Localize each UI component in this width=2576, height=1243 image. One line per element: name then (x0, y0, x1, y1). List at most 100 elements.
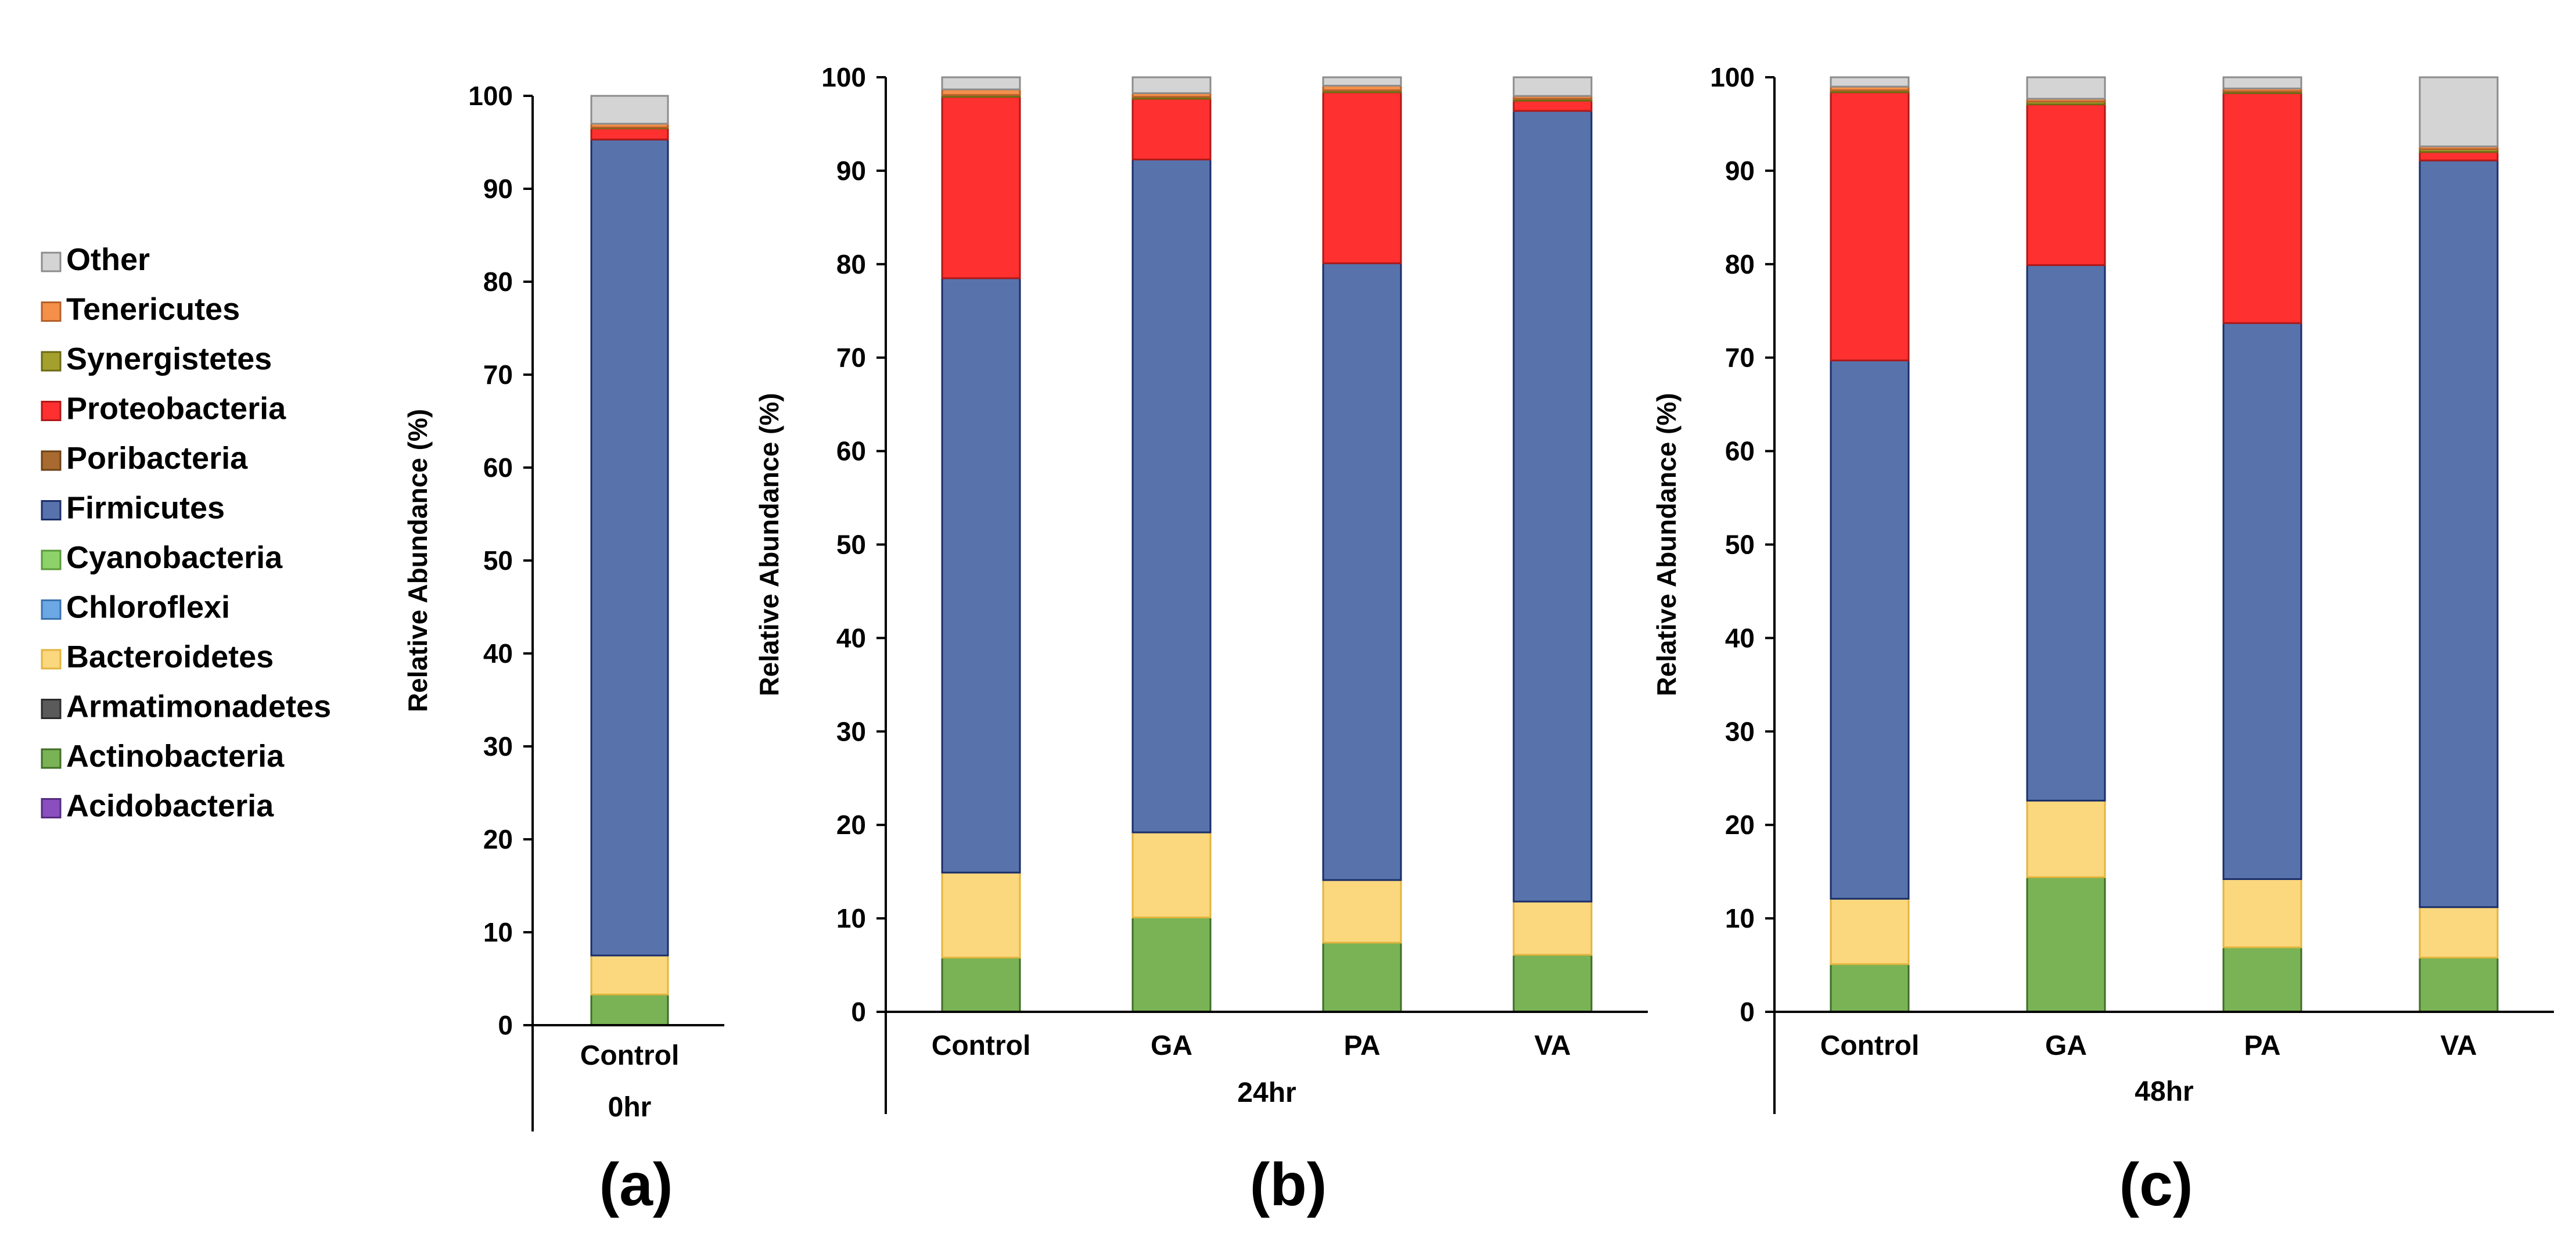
x-category-label: PA (1343, 1030, 1380, 1061)
legend: Other Tenericutes Synergistetes Proteobacte… (41, 242, 331, 824)
legend-swatch-chloroflexi (41, 599, 62, 620)
legend-label: Actinobacteria (66, 739, 285, 774)
y-tick-label: 0 (498, 1010, 513, 1040)
legend-swatch-firmicutes (41, 500, 62, 520)
bar-segment-other (2026, 76, 2106, 100)
x-group-label: 24hr (1237, 1077, 1296, 1108)
x-group-label: 48hr (2135, 1076, 2193, 1107)
y-tick-label: 20 (836, 810, 866, 840)
bar-stack-ga (1131, 76, 1212, 1013)
legend-item-chloroflexi: Chloroflexi (41, 590, 230, 625)
y-tick-label: 10 (1725, 903, 1755, 933)
y-tick-label: 100 (1710, 62, 1755, 92)
bar-segment-actinobacteria (1512, 954, 1593, 1013)
y-tick-label: 60 (836, 436, 866, 466)
bar-segment-bacteroidetes (941, 871, 1021, 959)
legend-item-armatimonadetes: Armatimonadetes (41, 689, 331, 724)
bar-segment-proteobacteria (2222, 92, 2302, 324)
bar-segment-bacteroidetes (1512, 900, 1593, 956)
bar-stack-va (1512, 76, 1593, 1013)
bar-segment-bacteroidetes (1322, 879, 1402, 944)
legend-swatch-bacteroidetes (41, 649, 62, 670)
x-category-label: Control (932, 1030, 1031, 1061)
y-tick-label: 30 (483, 731, 513, 761)
x-group-label: 0hr (608, 1092, 652, 1123)
bar-segment-firmicutes (2026, 264, 2106, 802)
legend-label: Synergistetes (66, 342, 272, 376)
bar-segment-other (1131, 76, 1212, 94)
legend-swatch-other (41, 252, 62, 272)
legend-item-synergistetes: Synergistetes (41, 342, 272, 376)
y-tick-label: 60 (483, 452, 513, 483)
legend-item-proteobacteria: Proteobacteria (41, 391, 286, 426)
x-category-label: GA (2045, 1030, 2087, 1061)
bar-segment-proteobacteria (2026, 103, 2106, 266)
legend-swatch-actinobacteria (41, 748, 62, 769)
legend-swatch-armatimonadetes (41, 699, 62, 719)
y-tick-label: 30 (1725, 716, 1755, 746)
legend-label: Firmicutes (66, 491, 225, 526)
x-category-label: GA (1151, 1030, 1192, 1061)
y-tick-label: 70 (1725, 343, 1755, 373)
bar-stack-pa (2222, 76, 2302, 1013)
chart-panel-a: 0 10 20 30 40 50 60 70 80 90 100 Relative Abundance… (403, 81, 724, 1219)
bar-segment-bacteroidetes (2026, 799, 2106, 878)
bar-segment-proteobacteria (941, 96, 1021, 279)
y-tick-label: 30 (836, 716, 866, 746)
y-tick-label: 80 (836, 249, 866, 279)
legend-item-poribacteria: Poribacteria (41, 441, 248, 476)
panel-label: (b) (1250, 1151, 1327, 1219)
bar-segment-firmicutes (2222, 322, 2302, 881)
bar-stack-va (2419, 76, 2499, 1013)
legend-label: Bacteroidetes (66, 640, 274, 674)
y-tick-label: 20 (1725, 810, 1755, 840)
y-tick-label: 100 (468, 81, 513, 111)
y-tick-label: 50 (483, 545, 513, 576)
bar-stack-control (1830, 76, 1910, 1013)
legend-label: Poribacteria (66, 441, 248, 476)
bar-segment-actinobacteria (2222, 946, 2302, 1013)
legend-item-bacteroidetes: Bacteroidetes (41, 640, 274, 674)
chart-panel-c: 0 10 20 30 40 50 60 70 80 90 100 Relative Abundance… (1651, 62, 2554, 1219)
y-tick-label: 80 (1725, 249, 1755, 279)
legend-label: Chloroflexi (66, 590, 230, 625)
bar-segment-actinobacteria (1830, 963, 1910, 1013)
bar-stack-ga (2026, 76, 2106, 1013)
legend-swatch-poribacteria (41, 450, 62, 471)
legend-label: Cyanobacteria (66, 540, 283, 575)
bar-segment-actinobacteria (2419, 957, 2499, 1013)
bar-segment-other (941, 76, 1021, 91)
bar-segment-proteobacteria (1131, 98, 1212, 161)
chart-panel-b: 0 10 20 30 40 50 60 70 80 90 100 Relative Abundance… (754, 62, 1648, 1219)
y-tick-label: 90 (1725, 156, 1755, 186)
panel-label: (c) (2119, 1151, 2193, 1219)
legend-item-firmicutes: Firmicutes (41, 491, 225, 526)
bar-segment-firmicutes (941, 277, 1021, 874)
legend-label: Tenericutes (66, 292, 240, 327)
bar-segment-other (2222, 76, 2302, 89)
bar-segment-other (2419, 76, 2499, 148)
y-tick-label: 10 (483, 917, 513, 947)
legend-label: Acidobacteria (66, 789, 274, 824)
y-tick-label: 70 (836, 343, 866, 373)
bar-segment-firmicutes (590, 138, 669, 957)
bar-segment-firmicutes (1830, 360, 1910, 900)
legend-label: Proteobacteria (66, 391, 286, 426)
legend-item-tenericutes: Tenericutes (41, 292, 240, 327)
bar-segment-bacteroidetes (2419, 906, 2499, 959)
y-tick-label: 90 (483, 174, 513, 204)
bar-segment-bacteroidetes (590, 954, 669, 996)
bar-segment-other (1322, 76, 1402, 87)
legend-swatch-synergistetes (41, 351, 62, 372)
y-tick-label: 100 (821, 62, 866, 92)
legend-item-acidobacteria: Acidobacteria (41, 789, 274, 824)
legend-label: Armatimonadetes (66, 689, 331, 724)
bar-segment-other (1512, 76, 1593, 97)
x-category-label: PA (2244, 1030, 2280, 1061)
bar-segment-bacteroidetes (1830, 897, 1910, 965)
legend-swatch-cyanobacteria (41, 549, 62, 570)
y-tick-label: 0 (1740, 997, 1755, 1027)
y-tick-label: 60 (1725, 436, 1755, 466)
bar-segment-other (590, 95, 669, 125)
